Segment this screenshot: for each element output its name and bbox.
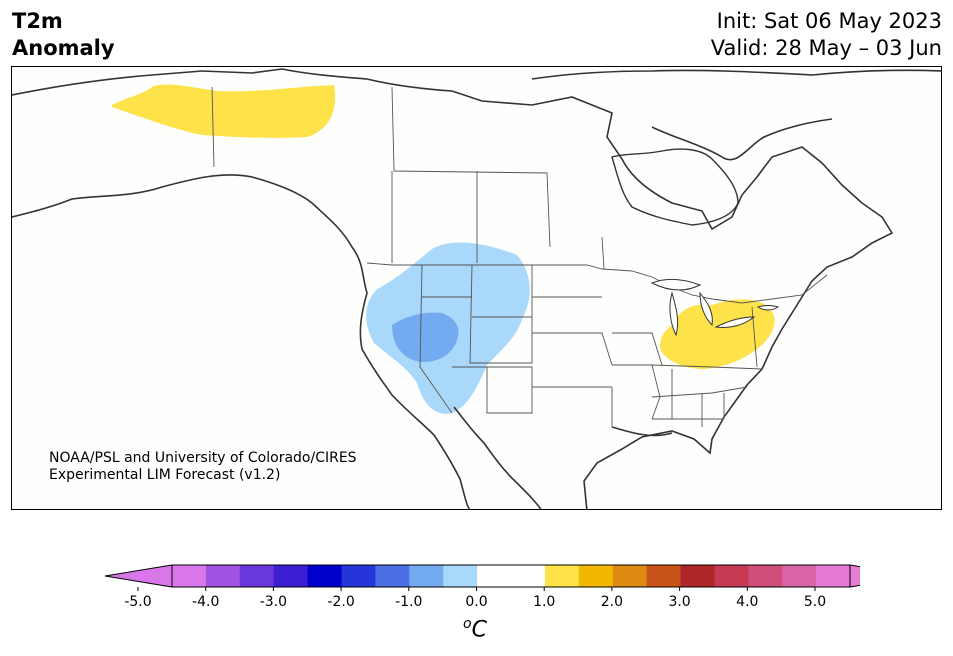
map-canvas [12,68,941,509]
map-panel [11,66,942,510]
colorbar-over-arrow [849,564,918,588]
colorbar-tick-label: -5.0 [124,594,151,610]
colorbar-tick-label: -2.0 [327,594,354,610]
colorbar-segment [714,565,749,587]
colorbar-tick-label: -1.0 [395,594,422,610]
colorbar-segment [646,565,681,587]
forecast-dates: Init: Sat 06 May 2023 Valid: 28 May – 03… [711,8,942,62]
hudson-bay [611,148,739,226]
colorbar-segment [816,565,851,587]
colorbar-segment [273,565,309,587]
colorbar-under-arrow [104,564,173,588]
map-title: T2m Anomaly [12,8,115,62]
colorbar-segment [443,565,478,587]
colorbar-unit: oC [463,616,487,642]
unit-degree: o [463,616,472,632]
colorbar-segment [544,565,580,587]
colorbar-segment [782,565,817,587]
credit-line-1: NOAA/PSL and University of Colorado/CIRE… [49,450,357,466]
cool-anomaly-nevada [392,312,459,363]
colorbar-segment [748,565,783,587]
colorbar-tick-label: 5.0 [804,594,826,610]
valid-range: Valid: 28 May – 03 Jun [710,36,942,60]
warm-anomaly-yukon [112,84,336,138]
colorbar-tick-label: 4.0 [736,594,758,610]
colorbar-segment [578,565,614,587]
colorbar-segment [409,565,444,587]
colorbar-tick-label: 3.0 [668,594,690,610]
colorbar-tick-label: -4.0 [192,594,219,610]
colorbar-tick-label: 2.0 [601,594,623,610]
colorbar-border [171,564,851,588]
credit-line-2: Experimental LIM Forecast (v1.2) [49,467,281,483]
colorbar-tick-label: 0.0 [465,594,487,610]
colorbar-segment [477,565,512,587]
warm-anomaly-ohio-valley [660,299,775,369]
colorbar-segment [375,565,410,587]
colorbar-segment [172,565,207,587]
colorbar-segment [612,565,648,587]
init-date: Init: Sat 06 May 2023 [716,9,942,33]
colorbar-segment [307,565,342,587]
coastlines [12,68,941,509]
unit-letter: C [471,617,487,643]
colorbar: -5.0 -4.0 -3.0 -2.0 -1.0 0.0 1.0 2.0 3.0 4.0 5.0 [100,560,918,624]
title-subtitle: Anomaly [12,36,115,60]
colorbar-segment [205,565,241,587]
colorbar-segment [511,565,546,587]
colorbar-tick-label: -3.0 [260,594,287,610]
title-variable: T2m [12,9,63,33]
colorbar-segment [239,565,275,587]
colorbar-tick-label: 1.0 [533,594,555,610]
credit-text: NOAA/PSL and University of Colorado/CIRE… [49,450,357,484]
colorbar-segment [341,565,376,587]
colorbar-segment [680,565,715,587]
great-lakes [650,278,780,337]
political-borders [211,86,828,427]
colorbar-svg: -5.0 -4.0 -3.0 -2.0 -1.0 0.0 1.0 2.0 3.0 4.0 5.0 [104,564,918,610]
